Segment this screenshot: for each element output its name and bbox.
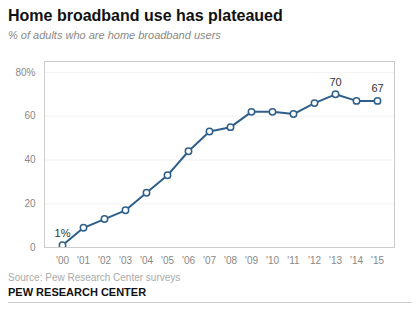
svg-text:20: 20 xyxy=(24,198,36,209)
svg-text:'04: '04 xyxy=(140,255,153,266)
svg-text:0: 0 xyxy=(30,242,36,253)
svg-text:'08: '08 xyxy=(224,255,237,266)
html-text:Source: Pew Research Center su: Source: Pew Research Center surveys xyxy=(8,272,181,283)
svg-text:'09: '09 xyxy=(245,255,258,266)
svg-text:60: 60 xyxy=(24,110,36,121)
svg-text:1%: 1% xyxy=(55,227,71,239)
svg-text:'06: '06 xyxy=(182,255,195,266)
svg-text:'14: '14 xyxy=(350,255,363,266)
svg-text:80%: 80% xyxy=(15,67,35,78)
svg-text:'00: '00 xyxy=(56,255,69,266)
svg-text:'12: '12 xyxy=(308,255,321,266)
html-text:% of adults who are home broad: % of adults who are home broadband users xyxy=(8,29,221,41)
html-text:PEW RESEARCH CENTER: PEW RESEARCH CENTER xyxy=(8,286,147,298)
svg-text:'13: '13 xyxy=(329,255,342,266)
svg-text:67: 67 xyxy=(371,82,383,94)
svg-text:'15: '15 xyxy=(371,255,384,266)
svg-text:'05: '05 xyxy=(161,255,174,266)
svg-text:'07: '07 xyxy=(203,255,216,266)
svg-text:'11: '11 xyxy=(287,255,300,266)
svg-text:'02: '02 xyxy=(98,255,111,266)
html-text:Home broadband use has plateau: Home broadband use has plateaued xyxy=(8,7,283,24)
svg-text:'03: '03 xyxy=(119,255,132,266)
svg-text:'10: '10 xyxy=(266,255,279,266)
svg-text:70: 70 xyxy=(329,76,341,88)
svg-text:40: 40 xyxy=(24,154,36,165)
svg-text:'01: '01 xyxy=(77,255,90,266)
